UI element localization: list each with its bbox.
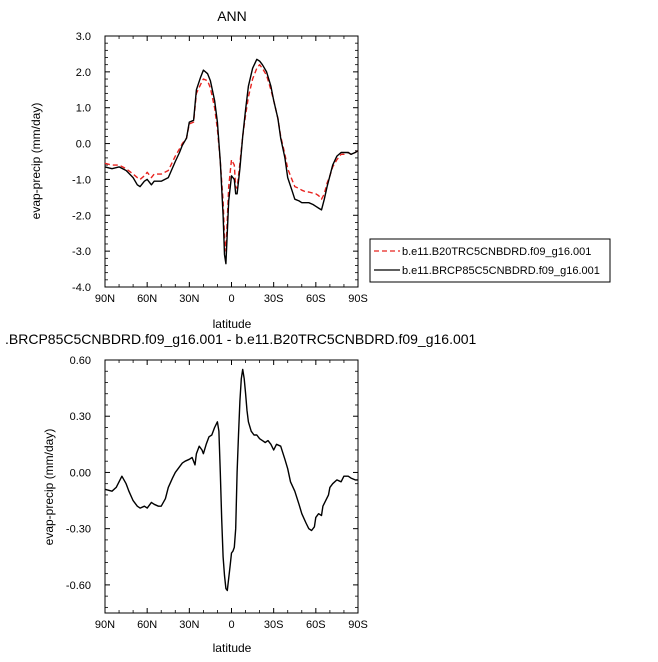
bottom-y-axis: 0.60 0.30 0.00 -0.30 -0.60 <box>66 355 358 608</box>
top-series-line-b-e11-b20trc5cnbdrd-f09-g16-001 <box>104 63 359 252</box>
top-panel: ANN 3.02.01.00.0-1.0-2.0-3.0-4.0 90N 60N 3… <box>29 8 611 331</box>
top-y-tick-label: 0.0 <box>76 139 91 151</box>
legend: b.e11.B20TRC5CNBDRD.f09_g16.001 b.e11.BR… <box>369 238 611 283</box>
bottom-y-axis-label: evap-precip (mm/day) <box>42 429 56 546</box>
bottom-x-tick-label: 0 <box>228 619 234 631</box>
bottom-y-tick-label: 0.30 <box>70 411 91 423</box>
top-y-tick-label: 3.0 <box>76 31 91 43</box>
legend-box <box>369 238 611 283</box>
top-y-tick-label: -2.0 <box>72 210 91 222</box>
bottom-x-axis-label: latitude <box>213 641 252 655</box>
top-x-tick-label: 60N <box>137 293 157 305</box>
top-x-tick-label: 30N <box>179 293 199 305</box>
bottom-y-tick-label: -0.60 <box>66 580 91 592</box>
bottom-x-tick-label: 30N <box>179 619 199 631</box>
top-x-tick-label: 90S <box>348 293 368 305</box>
legend-label-b20trc: b.e11.B20TRC5CNBDRD.f09_g16.001 <box>402 246 591 258</box>
legend-label-brcp85: b.e11.BRCP85C5CNBDRD.f09_g16.001 <box>402 265 600 277</box>
bottom-x-tick-label: 90N <box>95 619 115 631</box>
bottom-x-tick-label: 60N <box>137 619 157 631</box>
top-y-tick-label: 2.0 <box>76 67 91 79</box>
top-chart-title: ANN <box>217 8 247 24</box>
top-series-line-b-e11-brcp85c5cnbdrd-f09-g16-001 <box>104 58 359 265</box>
top-x-tick-label: 90N <box>95 293 115 305</box>
bottom-series-group <box>104 368 358 592</box>
bottom-panel: .BRCP85C5CNBDRD.f09_g16.001 - b.e11.B20T… <box>5 331 477 655</box>
top-series-group <box>104 58 359 265</box>
top-y-tick-label: -1.0 <box>72 174 91 186</box>
top-y-tick-label: -4.0 <box>72 282 91 294</box>
top-x-tick-label: 0 <box>228 293 234 305</box>
bottom-x-tick-label: 90S <box>348 619 368 631</box>
top-x-axis-label: latitude <box>213 317 252 331</box>
bottom-series-line-difference <box>104 368 358 592</box>
bottom-y-tick-label: 0.00 <box>70 467 91 479</box>
top-x-tick-label: 30S <box>264 293 284 305</box>
bottom-plot-frame <box>104 359 359 614</box>
bottom-x-axis: 90N 60N 30N 0 30S 60S 90S <box>95 360 368 631</box>
top-y-axis-label: evap-precip (mm/day) <box>29 103 43 220</box>
bottom-x-tick-label: 60S <box>306 619 326 631</box>
top-x-axis: 90N 60N 30N 0 30S 60S 90S <box>95 36 368 305</box>
bottom-x-tick-label: 30S <box>264 619 284 631</box>
top-x-tick-label: 60S <box>306 293 326 305</box>
bottom-chart-title: .BRCP85C5CNBDRD.f09_g16.001 - b.e11.B20T… <box>5 331 477 347</box>
top-y-tick-label: -3.0 <box>72 246 91 258</box>
top-y-tick-label: 1.0 <box>76 103 91 115</box>
bottom-y-tick-label: 0.60 <box>70 355 91 367</box>
top-y-axis: 3.0 2.0 1.0 0.0 -1.0 -2.0 -3.0 -4.0 <box>72 31 358 294</box>
bottom-y-tick-label: -0.30 <box>66 524 91 536</box>
